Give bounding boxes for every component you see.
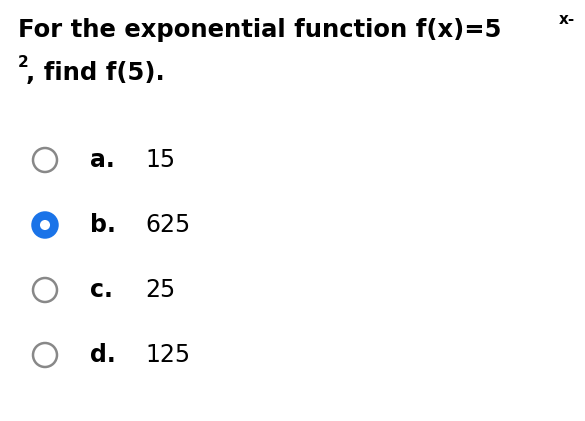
Text: 15: 15: [145, 148, 175, 172]
Text: 125: 125: [145, 343, 190, 367]
Circle shape: [33, 278, 57, 302]
Circle shape: [33, 148, 57, 172]
Text: 625: 625: [145, 213, 190, 237]
Text: d.: d.: [90, 343, 116, 367]
Text: x-: x-: [559, 12, 575, 27]
Text: 2: 2: [18, 55, 29, 70]
Text: c.: c.: [90, 278, 113, 302]
Text: For the exponential function f(x)=5: For the exponential function f(x)=5: [18, 18, 501, 42]
Text: , find f(5).: , find f(5).: [26, 61, 165, 85]
Circle shape: [33, 213, 57, 237]
Text: b.: b.: [90, 213, 116, 237]
Text: a.: a.: [90, 148, 115, 172]
Circle shape: [40, 220, 50, 230]
Circle shape: [33, 343, 57, 367]
Text: 25: 25: [145, 278, 176, 302]
